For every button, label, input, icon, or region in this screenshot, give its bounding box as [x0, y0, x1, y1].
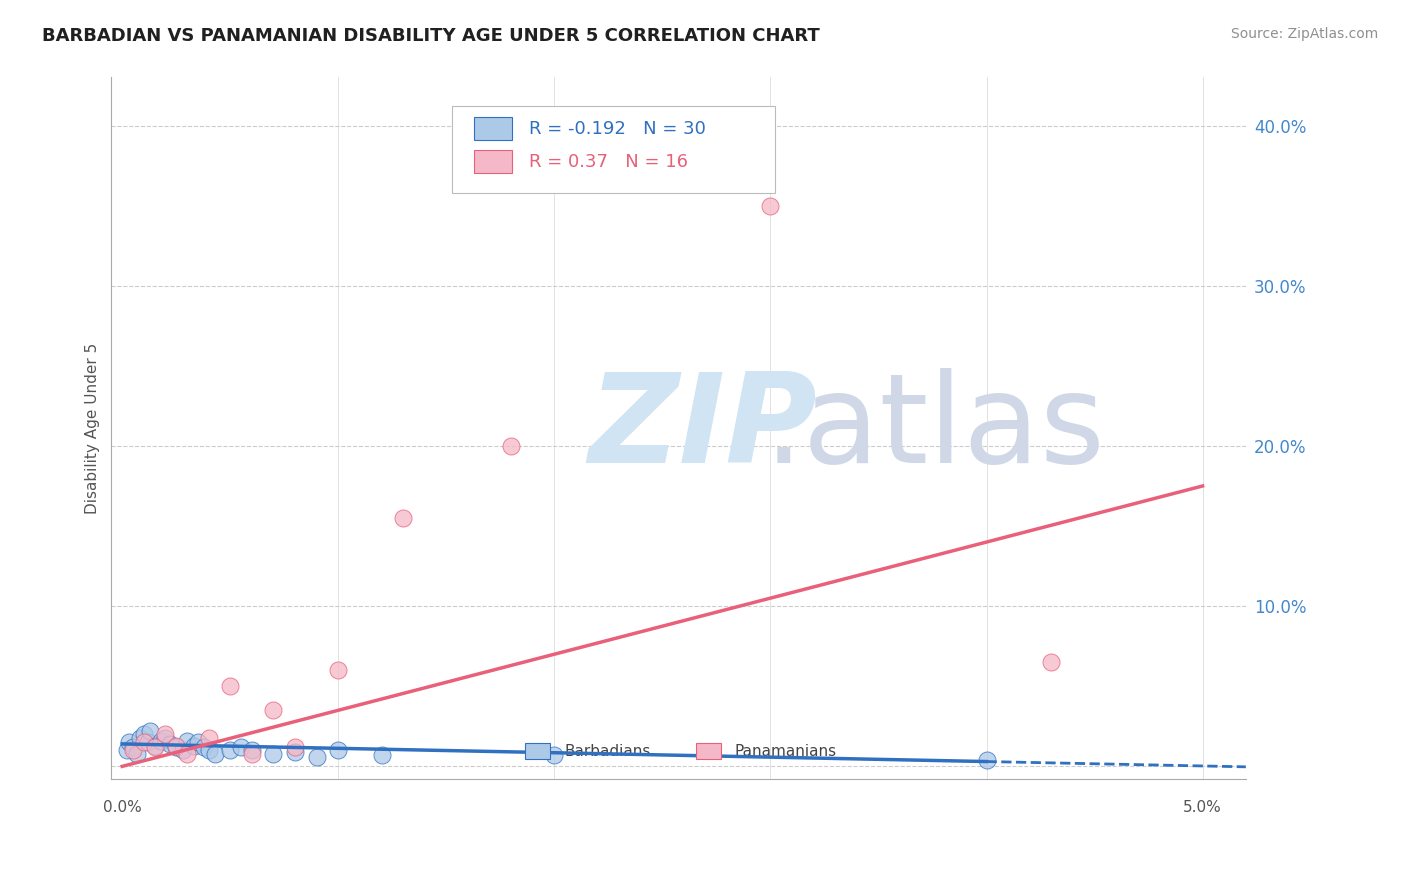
Point	[187, 735, 209, 749]
Point	[150, 733, 173, 747]
Point	[370, 748, 392, 763]
Point	[543, 748, 565, 763]
FancyBboxPatch shape	[474, 150, 512, 173]
Point	[328, 663, 350, 677]
Text: Panamanians: Panamanians	[734, 744, 837, 758]
Point	[240, 743, 263, 757]
Point	[263, 747, 285, 761]
Point	[155, 731, 177, 745]
Point	[128, 731, 150, 745]
Point	[219, 679, 242, 693]
Text: 0.0%: 0.0%	[103, 800, 142, 815]
Y-axis label: Disability Age Under 5: Disability Age Under 5	[86, 343, 100, 514]
Point	[197, 731, 219, 745]
Text: R = -0.192   N = 30: R = -0.192 N = 30	[529, 120, 706, 137]
Point	[501, 439, 523, 453]
FancyBboxPatch shape	[474, 117, 512, 140]
Point	[284, 745, 307, 759]
FancyBboxPatch shape	[526, 743, 550, 759]
Text: Source: ZipAtlas.com: Source: ZipAtlas.com	[1230, 27, 1378, 41]
Point	[263, 703, 285, 717]
FancyBboxPatch shape	[451, 105, 775, 194]
Point	[193, 740, 215, 755]
Point	[132, 735, 155, 749]
Point	[143, 740, 166, 755]
Point	[172, 743, 194, 757]
Point	[115, 743, 138, 757]
Point	[1040, 655, 1063, 669]
Point	[240, 747, 263, 761]
Point	[118, 735, 141, 749]
Point	[132, 727, 155, 741]
Point	[143, 739, 166, 753]
Point	[127, 747, 149, 761]
Point	[204, 747, 226, 761]
Text: BARBADIAN VS PANAMANIAN DISABILITY AGE UNDER 5 CORRELATION CHART: BARBADIAN VS PANAMANIAN DISABILITY AGE U…	[42, 27, 820, 45]
Text: R = 0.37   N = 16: R = 0.37 N = 16	[529, 153, 688, 170]
Text: Barbadians: Barbadians	[564, 744, 651, 758]
Point	[122, 740, 145, 755]
Point	[229, 740, 252, 755]
Point	[139, 724, 162, 739]
Text: 5.0%: 5.0%	[1184, 800, 1222, 815]
Point	[328, 743, 350, 757]
Point	[284, 740, 307, 755]
Point	[976, 753, 998, 767]
Point	[197, 743, 219, 757]
Point	[176, 747, 198, 761]
Point	[155, 727, 177, 741]
Point	[176, 733, 198, 747]
Text: .atlas: .atlas	[763, 368, 1105, 489]
Point	[159, 737, 181, 751]
Point	[136, 735, 159, 749]
Point	[759, 199, 782, 213]
Point	[122, 743, 145, 757]
Point	[392, 511, 415, 525]
Point	[165, 739, 187, 753]
Point	[165, 740, 187, 755]
Point	[305, 749, 328, 764]
Point	[183, 739, 205, 753]
Text: ZIP: ZIP	[588, 368, 817, 489]
Point	[219, 743, 242, 757]
FancyBboxPatch shape	[696, 743, 721, 759]
